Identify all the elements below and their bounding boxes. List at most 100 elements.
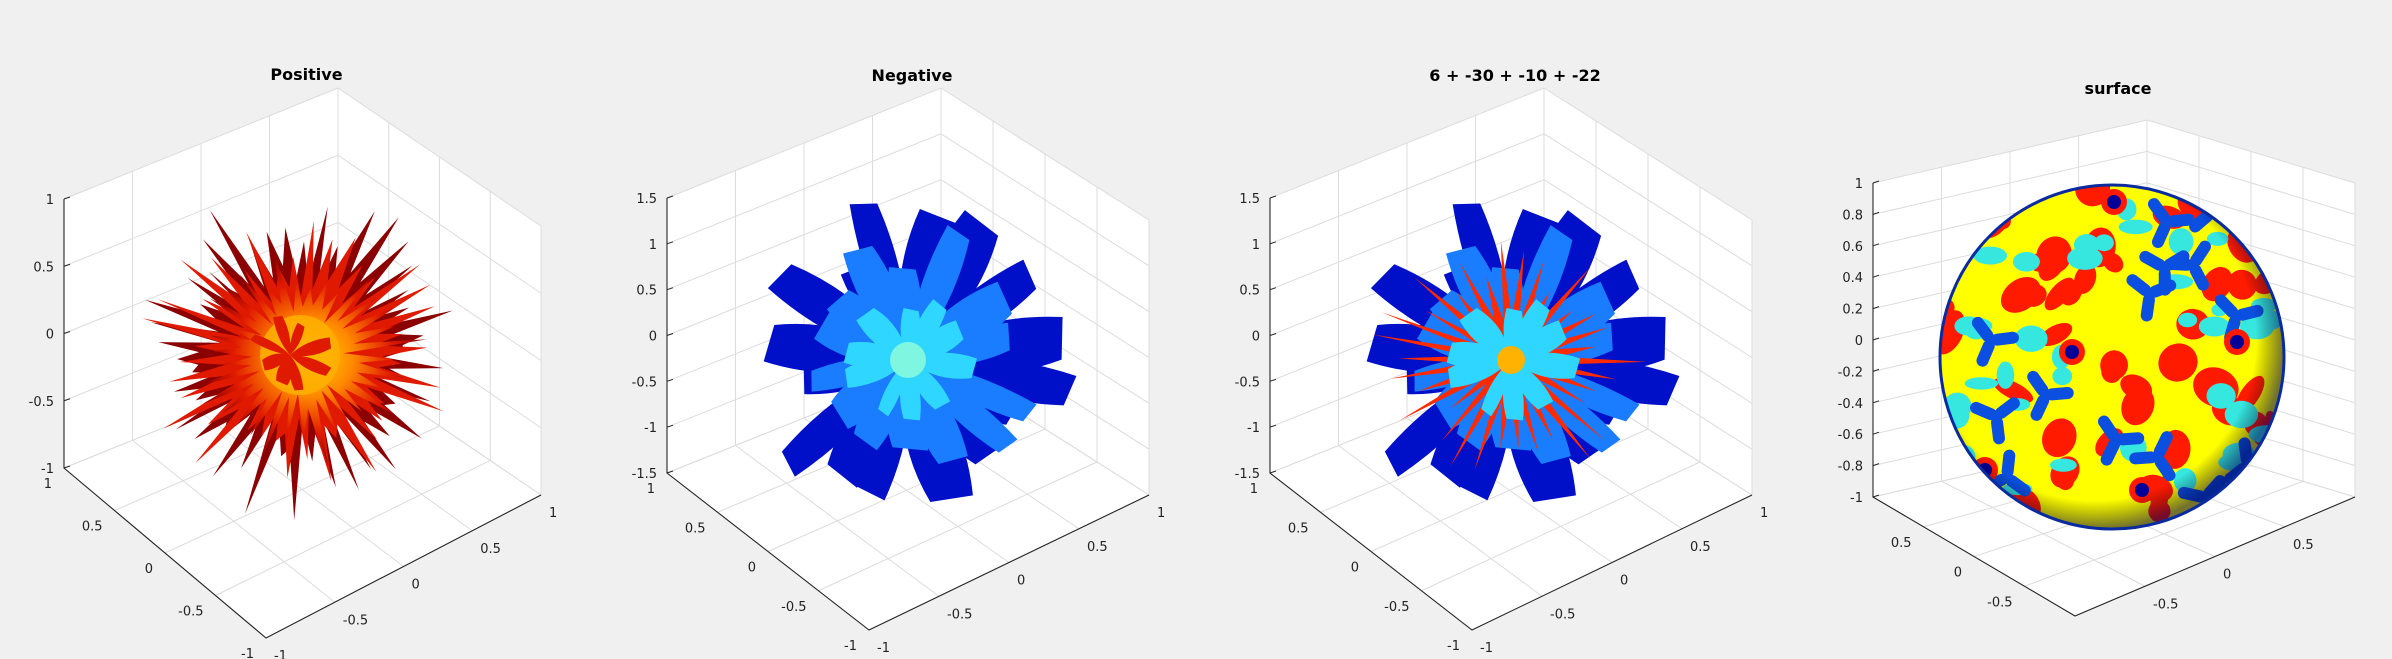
z-tick-mark [1269,424,1277,428]
z-tick-mark [63,398,71,402]
x-tick-label: -1 [877,641,890,656]
surface-petal [273,316,291,355]
y-tick-label: 0.5 [1891,536,1912,551]
x-tick-label: 1 [549,506,557,521]
z-tick-mark [1269,470,1277,474]
z-tick-mark [1872,400,1880,404]
surface-petal [908,299,947,360]
z-tick-label: -0.5 [632,375,657,390]
z-tick-label: 0.5 [636,284,657,299]
z-tick-label: 0 [46,328,54,343]
surface-petal [262,353,290,371]
y-gridline [1941,167,2146,587]
z-tick-mark [1269,287,1277,291]
x-tick-label: 0 [412,578,420,593]
z-tick-label: 0 [1252,330,1260,345]
surface-petal [250,334,290,355]
z-tick-label: -1.5 [632,467,657,482]
y-tick-label: -1 [844,639,857,654]
z-tick-label: -1 [41,462,54,477]
z-tick-mark [1872,274,1880,278]
z-tick-label: 0.5 [1239,284,1260,299]
z-tick-label: 0.4 [1842,271,1863,286]
z-tick-mark [666,470,674,474]
y-tick-label: 0 [748,561,756,576]
z-tick-label: 1.5 [636,192,657,207]
surface-petal [1511,360,1554,410]
surface-petal [276,355,293,386]
y-tick-label: 1 [647,482,655,497]
floor [1270,363,1752,630]
z-tick-mark [63,196,71,200]
x-tick-label: 0.5 [2293,538,2314,553]
z-tick-label: 0.2 [1842,303,1863,318]
surface-petal [290,337,332,357]
z-tick-mark [1269,378,1277,382]
z-tick-label: -1.5 [1235,467,1260,482]
z-tick-mark [666,424,674,428]
z-tick-mark [63,331,71,334]
chart-title: Negative [872,66,953,85]
z-tick-mark [666,333,674,336]
z-tick-label: -0.5 [29,395,54,410]
axes-4: -1 -0.8 -0.6 -0.4 -0.2 0 0.2 0.4 0.6 0.8 1 0.5 0 -0.5… [1838,79,2356,617]
z-tick-mark [63,465,71,469]
surface-petal [1511,299,1550,360]
axes-2: -1.5 -1 -0.5 0 0.5 1 1.5 1 0.5 0 -0.5 -1 -1 -0.5 0 0.5 1… [632,66,1166,656]
sphere-rim [1938,183,2286,531]
z-tick-mark [1872,431,1880,435]
z-tick-label: 0 [649,330,657,345]
x-tick-label: 0.5 [480,542,501,557]
y-gridline [1338,170,1543,597]
z-tick-label: -0.2 [1838,365,1863,380]
y-tick-label: 0 [1351,561,1359,576]
z-tick-label: -0.6 [1838,428,1863,443]
z-tick-mark [1269,195,1277,199]
z-tick-label: 0.8 [1842,208,1863,223]
y-tick-label: 0.5 [1288,521,1309,536]
y-tick-label: -0.5 [178,605,203,620]
axes-3: -1.5 -1 -0.5 0 0.5 1 1.5 1 0.5 0 -0.5 -1 -1 -0.5 0 0.5 1… [1235,66,1769,656]
y-tick-label: 0 [145,562,153,577]
z-tick-mark [666,287,674,291]
z-tick-label: 0.6 [1842,240,1863,255]
axes-1: -1 -0.5 0 0.5 1 1 0.5 0 -0.5 -1 -1 -0.5 0 0.5 1 Positiv… [29,65,558,659]
x-tick-label: -0.5 [947,607,972,622]
x-tick-label: -1 [274,649,287,659]
z-tick-label: -1 [644,421,657,436]
floor [667,363,1149,630]
chart-title: surface [2085,79,2152,98]
z-tick-label: -0.4 [1838,397,1863,412]
z-tick-mark [63,263,71,267]
y-gridline [735,170,940,597]
x-tick-label: 0 [2223,568,2231,583]
chart-title: 6 + -30 + -10 + -22 [1429,66,1601,85]
z-tick-mark [1872,368,1880,372]
surface-petal [288,355,304,391]
surface-petal [290,355,332,376]
surface-petal [831,360,908,429]
z-tick-mark [1872,243,1880,247]
z-tick-mark [666,378,674,382]
x-tick-label: 0 [1017,574,1025,589]
chart-title: Positive [270,65,342,84]
x-tick-label: -0.5 [343,613,368,628]
y-tick-label: -1 [1447,639,1460,654]
z-tick-label: -0.5 [1235,375,1260,390]
x-tick-label: 0.5 [1690,540,1711,555]
surface-petal [1481,360,1511,417]
y-gridline [803,143,1010,563]
surface-petal [856,308,908,360]
z-tick-label: -1 [1247,421,1260,436]
z-tick-mark [1872,306,1880,310]
y-tick-label: 0.5 [685,521,706,536]
z-tick-mark [1872,463,1880,467]
surface-petal [289,322,305,355]
surface-petal [1446,341,1511,369]
y-tick-label: -0.5 [1987,595,2012,610]
z-tick-label: 1 [649,238,657,253]
surface-petal [1511,320,1567,361]
surface-core [890,342,926,378]
y-tick-label: 0 [1954,566,1962,581]
